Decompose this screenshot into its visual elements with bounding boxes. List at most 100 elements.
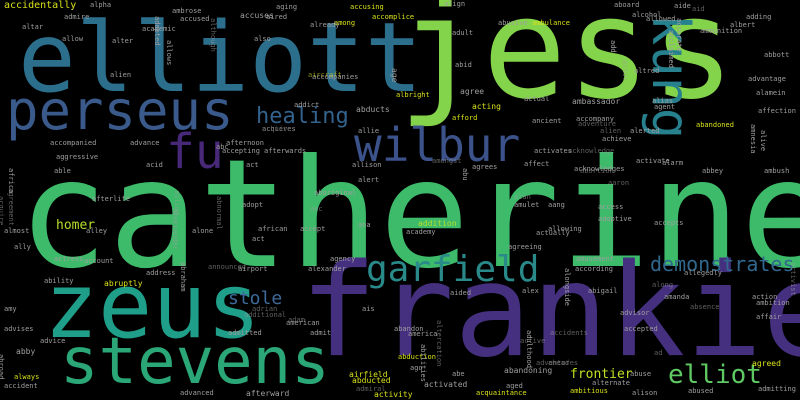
word: accepts — [654, 219, 684, 227]
word: afford — [452, 114, 478, 122]
word: ally — [14, 243, 31, 251]
word: accept — [300, 225, 326, 233]
word: advanced — [180, 389, 214, 397]
word: alley — [86, 227, 108, 235]
word: agree — [460, 87, 485, 96]
word: abnormal — [215, 196, 223, 230]
word: abigail — [588, 287, 618, 295]
word: agent — [654, 103, 676, 111]
word: acclaimed — [667, 30, 675, 68]
word: alternate — [592, 379, 630, 387]
word: accepting — [222, 147, 260, 155]
word: frontier — [570, 367, 633, 382]
word: alexander — [308, 265, 346, 273]
word: also — [254, 35, 271, 43]
word: ahead — [548, 359, 570, 367]
word: add — [609, 40, 617, 53]
word: alone — [192, 227, 214, 235]
word: action — [752, 293, 778, 301]
word: jess — [398, 0, 736, 131]
word: acting — [472, 102, 501, 111]
word: abduction — [398, 353, 436, 361]
word: accused — [180, 15, 210, 23]
word: amnesia — [749, 124, 757, 154]
word: adding — [746, 13, 772, 21]
word: allow — [62, 35, 84, 43]
word: ana — [358, 221, 371, 229]
word: actor — [621, 60, 629, 82]
word: abbott — [764, 51, 790, 59]
word: abuse — [630, 370, 652, 378]
word: address — [146, 269, 176, 277]
word: catherine — [18, 128, 800, 302]
word: achieves — [262, 125, 296, 133]
word: accepted — [624, 325, 658, 333]
word: agreement — [7, 188, 15, 226]
word: academic — [142, 25, 176, 33]
word: america — [408, 330, 438, 338]
word: admire — [64, 13, 90, 21]
word: albert — [730, 21, 756, 29]
word: aec — [310, 205, 323, 213]
word: elliott — [18, 2, 423, 114]
word: accuses — [240, 11, 274, 20]
word: admitted — [228, 329, 262, 337]
word: affection — [758, 107, 796, 115]
word: accusing — [350, 3, 384, 11]
word: abraham — [179, 262, 187, 292]
word: align — [444, 0, 466, 8]
word: aging — [276, 3, 298, 11]
word: able — [54, 167, 71, 175]
word: accurate — [675, 18, 683, 52]
word: adult — [452, 29, 474, 37]
word: accompanies — [312, 73, 359, 81]
word: actress — [54, 255, 84, 263]
word: alias — [652, 97, 674, 105]
word: abandon — [394, 325, 424, 333]
word: accidentally — [4, 0, 77, 11]
word: acquaintance — [476, 389, 527, 397]
word: alter — [112, 37, 134, 45]
word: adoptive — [598, 215, 632, 223]
word: abe — [452, 370, 465, 378]
word: activated — [424, 380, 468, 389]
word: allie — [358, 127, 380, 135]
word: ambitious — [570, 387, 608, 395]
word: alan — [514, 193, 531, 201]
word: perseus — [6, 79, 234, 142]
word: abby — [16, 347, 36, 356]
word: stole — [228, 288, 283, 309]
word: admitting — [758, 385, 796, 393]
word: aaron — [608, 179, 630, 187]
word: abruptly — [104, 279, 143, 288]
word: aboard — [614, 1, 640, 9]
word: abandoning — [504, 366, 553, 375]
word: affair — [756, 313, 782, 321]
word: aleksander — [171, 208, 179, 251]
word: aang — [548, 201, 565, 209]
word: agency — [330, 255, 356, 263]
word: active — [520, 337, 546, 345]
word: accompany — [576, 115, 614, 123]
word: altercation — [435, 320, 443, 367]
word: abusive — [498, 19, 528, 27]
word: ambassador — [572, 97, 621, 106]
word: act — [246, 161, 259, 169]
word: allison — [352, 161, 382, 169]
word: ancient — [532, 117, 562, 125]
word: abducts — [356, 105, 390, 114]
word: access — [598, 203, 624, 211]
word: adulthood — [525, 330, 533, 368]
word: abc — [216, 143, 229, 151]
word: ambulance — [532, 19, 570, 27]
word: academy — [406, 228, 436, 236]
word: age — [390, 68, 399, 83]
word: adam — [288, 316, 305, 324]
word: activates — [534, 147, 572, 155]
word: advisor — [620, 309, 650, 317]
word: affect — [524, 160, 550, 168]
word: wilbur — [354, 118, 521, 172]
word: announced — [208, 263, 246, 271]
word: abbey — [702, 167, 724, 175]
